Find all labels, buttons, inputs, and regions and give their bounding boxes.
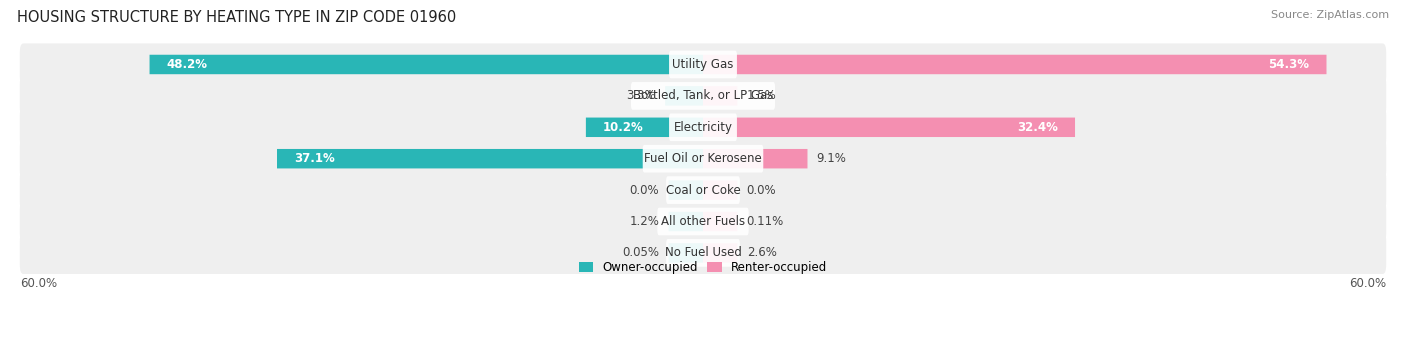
Text: 0.0%: 0.0% (747, 183, 776, 197)
Text: 48.2%: 48.2% (167, 58, 208, 71)
Text: 10.2%: 10.2% (603, 121, 644, 134)
Text: 60.0%: 60.0% (20, 278, 56, 291)
FancyBboxPatch shape (643, 145, 763, 173)
Text: Utility Gas: Utility Gas (672, 58, 734, 71)
Text: 37.1%: 37.1% (294, 152, 335, 165)
Text: Coal or Coke: Coal or Coke (665, 183, 741, 197)
Text: No Fuel Used: No Fuel Used (665, 247, 741, 260)
Text: Bottled, Tank, or LP Gas: Bottled, Tank, or LP Gas (633, 89, 773, 102)
Text: 3.3%: 3.3% (626, 89, 657, 102)
FancyBboxPatch shape (703, 86, 738, 106)
Text: 54.3%: 54.3% (1268, 58, 1309, 71)
FancyBboxPatch shape (666, 176, 740, 204)
Text: 9.1%: 9.1% (817, 152, 846, 165)
Text: Fuel Oil or Kerosene: Fuel Oil or Kerosene (644, 152, 762, 165)
FancyBboxPatch shape (703, 212, 738, 231)
Text: 0.11%: 0.11% (747, 215, 785, 228)
FancyBboxPatch shape (20, 169, 1386, 211)
FancyBboxPatch shape (586, 118, 703, 137)
FancyBboxPatch shape (703, 118, 1076, 137)
FancyBboxPatch shape (669, 51, 737, 78)
FancyBboxPatch shape (20, 43, 1386, 86)
FancyBboxPatch shape (20, 232, 1386, 274)
FancyBboxPatch shape (669, 243, 703, 263)
Text: Source: ZipAtlas.com: Source: ZipAtlas.com (1271, 10, 1389, 20)
Text: 0.0%: 0.0% (630, 183, 659, 197)
FancyBboxPatch shape (665, 86, 703, 106)
FancyBboxPatch shape (149, 55, 703, 74)
FancyBboxPatch shape (658, 208, 748, 235)
Text: Electricity: Electricity (673, 121, 733, 134)
FancyBboxPatch shape (669, 180, 703, 200)
FancyBboxPatch shape (631, 82, 775, 110)
FancyBboxPatch shape (277, 149, 703, 168)
FancyBboxPatch shape (703, 55, 1326, 74)
FancyBboxPatch shape (703, 243, 738, 263)
Text: 1.2%: 1.2% (630, 215, 659, 228)
Text: All other Fuels: All other Fuels (661, 215, 745, 228)
Text: 32.4%: 32.4% (1017, 121, 1057, 134)
FancyBboxPatch shape (703, 180, 738, 200)
Text: HOUSING STRUCTURE BY HEATING TYPE IN ZIP CODE 01960: HOUSING STRUCTURE BY HEATING TYPE IN ZIP… (17, 10, 456, 25)
FancyBboxPatch shape (20, 106, 1386, 148)
FancyBboxPatch shape (703, 149, 807, 168)
FancyBboxPatch shape (666, 239, 740, 267)
FancyBboxPatch shape (669, 114, 737, 141)
Text: 0.05%: 0.05% (623, 247, 659, 260)
Text: 1.5%: 1.5% (747, 89, 776, 102)
Legend: Owner-occupied, Renter-occupied: Owner-occupied, Renter-occupied (574, 256, 832, 279)
Text: 2.6%: 2.6% (747, 247, 776, 260)
FancyBboxPatch shape (669, 212, 703, 231)
FancyBboxPatch shape (20, 201, 1386, 242)
FancyBboxPatch shape (20, 75, 1386, 117)
Text: 60.0%: 60.0% (1350, 278, 1386, 291)
FancyBboxPatch shape (20, 138, 1386, 180)
